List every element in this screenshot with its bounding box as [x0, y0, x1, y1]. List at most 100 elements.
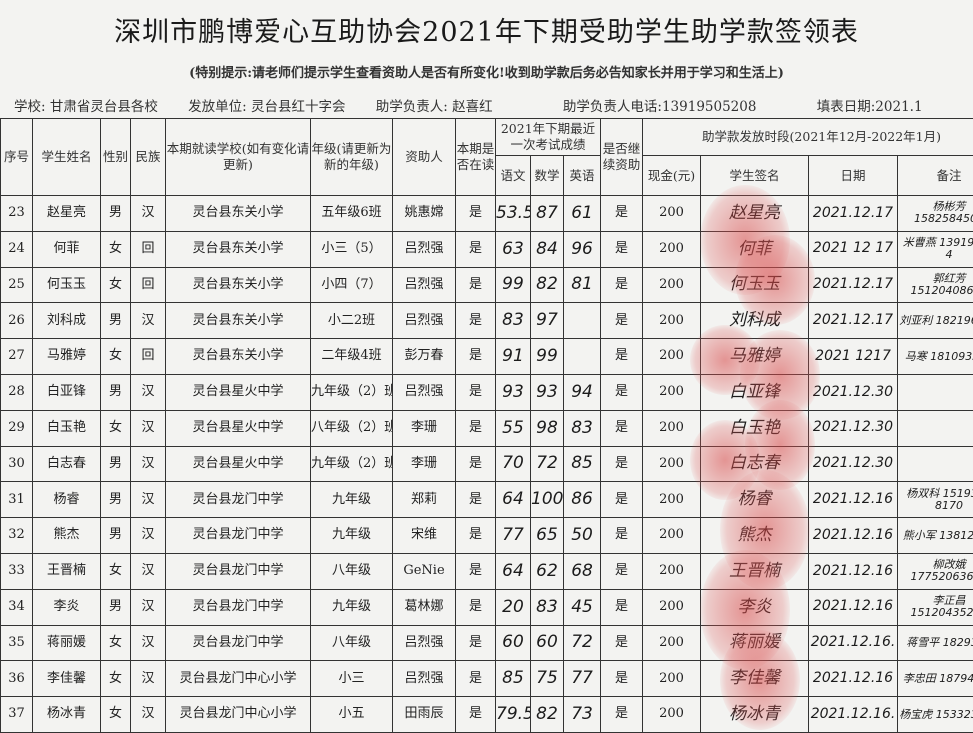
enrolled: 是	[456, 518, 496, 554]
student-signature: 李佳馨	[701, 661, 809, 697]
ethnic: 汉	[131, 374, 166, 410]
score-chinese: 77	[496, 518, 531, 554]
score-chinese: 60	[496, 625, 531, 661]
score-chinese: 79.5	[496, 697, 531, 733]
sponsor: 吕烈强	[393, 267, 456, 303]
gender: 女	[101, 267, 131, 303]
score-english: 83	[564, 410, 601, 446]
cash-amount: 200	[643, 697, 701, 733]
cash-amount: 200	[643, 374, 701, 410]
score-math: 98	[531, 410, 564, 446]
sponsor: 田雨辰	[393, 697, 456, 733]
sponsor: 吕烈强	[393, 661, 456, 697]
sponsor: 彭万春	[393, 339, 456, 375]
student-name: 白亚锋	[33, 374, 101, 410]
sign-date: 2021 1217	[809, 339, 898, 375]
grade: 五年级6班	[311, 196, 393, 232]
row-no: 37	[1, 697, 33, 733]
gender: 女	[101, 625, 131, 661]
sponsor: 郑莉	[393, 482, 456, 518]
ethnic: 汉	[131, 446, 166, 482]
header-school: 本期就读学校(如有变化请更新)	[166, 119, 311, 196]
score-math: 75	[531, 661, 564, 697]
score-english: 85	[564, 446, 601, 482]
school: 灵台县东关小学	[166, 196, 311, 232]
sponsor: GeNie	[393, 553, 456, 589]
sponsor: 姚惠嫦	[393, 196, 456, 232]
cash-amount: 200	[643, 267, 701, 303]
cash-amount: 200	[643, 661, 701, 697]
grade: 九年级（2）班	[311, 374, 393, 410]
row-no: 35	[1, 625, 33, 661]
continue-aid: 是	[601, 661, 643, 697]
school: 灵台县东关小学	[166, 303, 311, 339]
remark	[898, 446, 973, 482]
school: 灵台县龙门中学	[166, 482, 311, 518]
enrolled: 是	[456, 446, 496, 482]
sign-date: 2021.12.16.	[809, 625, 898, 661]
student-name: 刘科成	[33, 303, 101, 339]
score-math: 93	[531, 374, 564, 410]
ethnic: 汉	[131, 303, 166, 339]
ethnic: 回	[131, 231, 166, 267]
ethnic: 汉	[131, 196, 166, 232]
header-scores: 2021年下期最近一次考试成绩	[496, 119, 601, 156]
student-signature: 刘科成	[701, 303, 809, 339]
grade: 小三（5）	[311, 231, 393, 267]
student-name: 白玉艳	[33, 410, 101, 446]
gender: 女	[101, 410, 131, 446]
enrolled: 是	[456, 196, 496, 232]
continue-aid: 是	[601, 589, 643, 625]
header-period: 助学款发放时段(2021年12月-2022年1月)	[643, 119, 973, 156]
school-info: 学校: 甘肃省灵台县各校	[14, 99, 158, 115]
enrolled: 是	[456, 374, 496, 410]
score-english	[564, 303, 601, 339]
score-chinese: 93	[496, 374, 531, 410]
sponsor: 宋维	[393, 518, 456, 554]
school: 灵台县东关小学	[166, 339, 311, 375]
continue-aid: 是	[601, 303, 643, 339]
score-chinese: 53.5	[496, 196, 531, 232]
gender: 男	[101, 589, 131, 625]
score-math: 82	[531, 697, 564, 733]
continue-aid: 是	[601, 339, 643, 375]
info-line: 学校: 甘肃省灵台县各校 发放单位: 灵台县红十字会 助学负责人: 赵喜红 助学…	[14, 95, 973, 115]
sign-date: 2021.12.17	[809, 267, 898, 303]
header-name: 学生姓名	[33, 119, 101, 196]
student-name: 何菲	[33, 231, 101, 267]
ethnic: 汉	[131, 697, 166, 733]
score-chinese: 70	[496, 446, 531, 482]
school: 灵台县龙门中学	[166, 625, 311, 661]
score-english: 73	[564, 697, 601, 733]
sponsor: 葛林娜	[393, 589, 456, 625]
enrolled: 是	[456, 697, 496, 733]
continue-aid: 是	[601, 518, 643, 554]
gender: 女	[101, 661, 131, 697]
enrolled: 是	[456, 410, 496, 446]
score-english: 50	[564, 518, 601, 554]
row-no: 29	[1, 410, 33, 446]
student-name: 李佳馨	[33, 661, 101, 697]
sponsor: 李珊	[393, 410, 456, 446]
school: 灵台县东关小学	[166, 267, 311, 303]
gender: 男	[101, 303, 131, 339]
remark: 熊小军 13812627	[898, 518, 973, 554]
student-signature: 杨睿	[701, 482, 809, 518]
grade: 小三	[311, 661, 393, 697]
score-math: 83	[531, 589, 564, 625]
row-no: 30	[1, 446, 33, 482]
issuer-info: 发放单位: 灵台县红十字会	[188, 99, 345, 115]
continue-aid: 是	[601, 374, 643, 410]
continue-aid: 是	[601, 625, 643, 661]
school: 灵台县龙门中学	[166, 589, 311, 625]
header-enrolled: 本期是否在读	[456, 119, 496, 196]
notice: (特别提示:请老师们提示学生查看资助人是否有所变化!收到助学款后务必告知家长并用…	[0, 62, 973, 81]
gender: 女	[101, 231, 131, 267]
score-math: 82	[531, 267, 564, 303]
continue-aid: 是	[601, 697, 643, 733]
remark: 李忠田 18794611	[898, 661, 973, 697]
